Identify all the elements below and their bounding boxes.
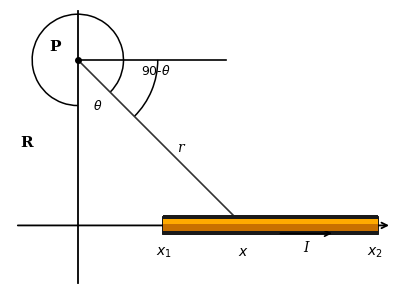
Text: I: I bbox=[303, 241, 309, 255]
FancyBboxPatch shape bbox=[164, 220, 378, 231]
Text: 90-$\theta$: 90-$\theta$ bbox=[141, 64, 170, 78]
Text: R: R bbox=[20, 136, 33, 150]
Text: P: P bbox=[49, 40, 61, 54]
Text: $x_1$: $x_1$ bbox=[156, 245, 171, 260]
FancyBboxPatch shape bbox=[164, 215, 378, 235]
FancyBboxPatch shape bbox=[164, 219, 378, 224]
Text: r: r bbox=[177, 141, 184, 155]
Text: $x_2$: $x_2$ bbox=[367, 245, 383, 260]
Text: $\theta$: $\theta$ bbox=[93, 99, 103, 113]
Text: $x$: $x$ bbox=[238, 245, 249, 259]
